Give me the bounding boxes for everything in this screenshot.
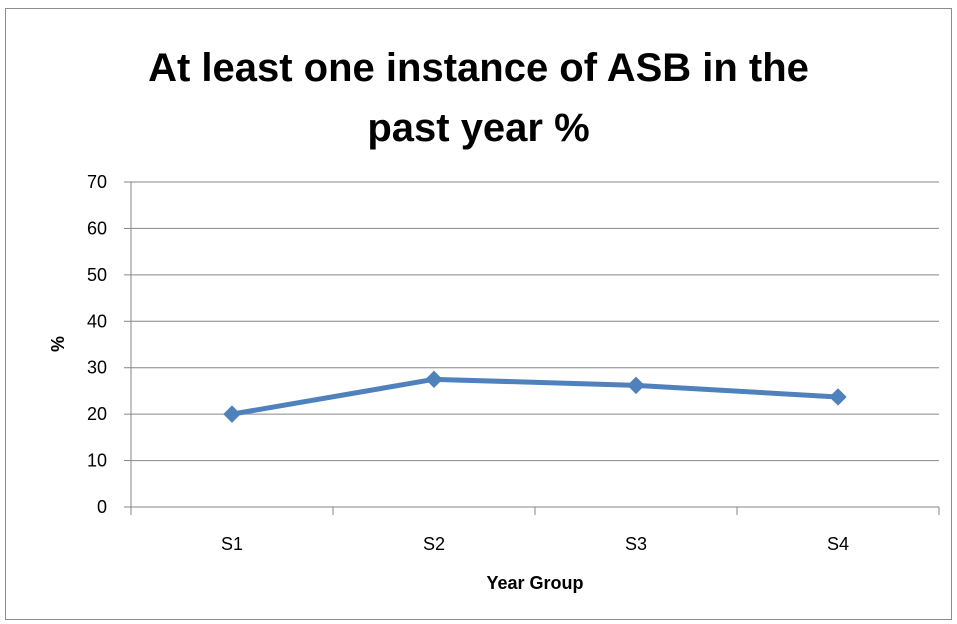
y-tick-label: 20 — [87, 404, 107, 424]
y-tick-label: 40 — [87, 311, 107, 331]
series-line — [229, 376, 841, 417]
y-tick-label: 50 — [87, 265, 107, 285]
x-tick-labels: S1 S2 S3 S4 — [221, 534, 849, 554]
data-point-s4 — [829, 388, 847, 406]
y-axis-title: % — [48, 336, 68, 352]
y-tick-label: 70 — [87, 172, 107, 192]
chart-title-line-2: past year % — [367, 106, 590, 150]
y-tick-label: 60 — [87, 218, 107, 238]
y-tick-label: 30 — [87, 358, 107, 378]
x-tick-label-s4: S4 — [827, 534, 849, 554]
gridlines — [131, 181, 939, 462]
x-tick-label-s1: S1 — [221, 534, 243, 554]
data-point-s2 — [425, 370, 443, 389]
chart-title: At least one instance of ASB in the past… — [0, 38, 957, 158]
y-tick-labels: 0 10 20 30 40 50 60 70 — [87, 172, 107, 517]
x-axis-title: Year Group — [486, 573, 583, 593]
series — [223, 370, 847, 423]
y-tick-label: 0 — [97, 497, 107, 517]
chart-frame — [5, 8, 952, 620]
x-tick-label-s3: S3 — [625, 534, 647, 554]
y-tick-label: 10 — [87, 451, 107, 471]
x-tick-label-s2: S2 — [423, 534, 445, 554]
chart-title-line-1: At least one instance of ASB in the — [148, 46, 809, 90]
data-point-s3 — [627, 376, 645, 395]
data-point-s1 — [223, 405, 241, 423]
axes — [124, 181, 940, 515]
